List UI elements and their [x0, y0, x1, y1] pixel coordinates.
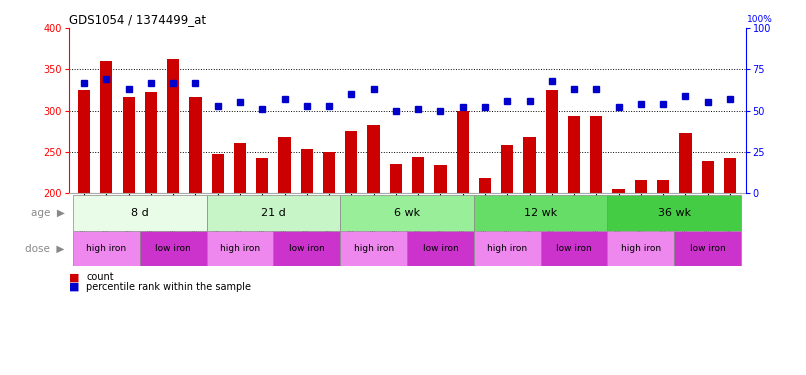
- Bar: [608, 195, 741, 231]
- Text: low iron: low iron: [690, 244, 725, 253]
- Bar: [724, 159, 736, 193]
- Text: 36 wk: 36 wk: [658, 208, 691, 218]
- Text: high iron: high iron: [354, 244, 393, 253]
- Bar: [541, 231, 608, 266]
- Bar: [546, 90, 558, 193]
- Bar: [412, 157, 424, 193]
- Bar: [474, 231, 541, 266]
- Text: 8 d: 8 d: [131, 208, 148, 218]
- Bar: [167, 60, 179, 193]
- Bar: [479, 178, 491, 193]
- Bar: [568, 116, 580, 193]
- Bar: [139, 231, 206, 266]
- Bar: [189, 97, 202, 193]
- Bar: [73, 195, 206, 231]
- Bar: [340, 231, 407, 266]
- Bar: [73, 231, 139, 266]
- Text: 100%: 100%: [747, 15, 773, 24]
- Bar: [701, 161, 714, 193]
- Text: 6 wk: 6 wk: [394, 208, 420, 218]
- Text: high iron: high iron: [220, 244, 260, 253]
- Bar: [434, 165, 447, 193]
- Bar: [590, 116, 602, 193]
- Text: low iron: low iron: [156, 244, 191, 253]
- Text: ■: ■: [69, 282, 79, 292]
- Bar: [390, 164, 402, 193]
- Bar: [256, 158, 268, 193]
- Bar: [340, 195, 474, 231]
- Bar: [368, 126, 380, 193]
- Bar: [635, 180, 647, 193]
- Bar: [456, 111, 469, 193]
- Text: low iron: low iron: [422, 244, 459, 253]
- Bar: [234, 143, 246, 193]
- Text: 12 wk: 12 wk: [524, 208, 557, 218]
- Text: percentile rank within the sample: percentile rank within the sample: [86, 282, 251, 292]
- Bar: [273, 231, 340, 266]
- Bar: [206, 195, 340, 231]
- Bar: [145, 92, 157, 193]
- Bar: [123, 97, 135, 193]
- Text: low iron: low iron: [289, 244, 325, 253]
- Bar: [679, 133, 692, 193]
- Text: high iron: high iron: [487, 244, 527, 253]
- Bar: [657, 180, 669, 193]
- Bar: [345, 131, 358, 193]
- Text: high iron: high iron: [621, 244, 661, 253]
- Text: high iron: high iron: [86, 244, 127, 253]
- Bar: [278, 137, 291, 193]
- Bar: [474, 195, 608, 231]
- Text: low iron: low iron: [556, 244, 592, 253]
- Bar: [206, 231, 273, 266]
- Bar: [212, 154, 224, 193]
- Bar: [675, 231, 741, 266]
- Text: 21 d: 21 d: [261, 208, 286, 218]
- Bar: [608, 231, 675, 266]
- Bar: [613, 189, 625, 193]
- Bar: [78, 90, 90, 193]
- Bar: [523, 137, 536, 193]
- Text: age  ▶: age ▶: [31, 208, 64, 218]
- Text: dose  ▶: dose ▶: [25, 243, 64, 254]
- Bar: [323, 152, 335, 193]
- Bar: [407, 231, 474, 266]
- Bar: [501, 145, 513, 193]
- Text: GDS1054 / 1374499_at: GDS1054 / 1374499_at: [69, 13, 206, 26]
- Text: count: count: [86, 273, 114, 282]
- Text: ■: ■: [69, 273, 79, 282]
- Bar: [301, 148, 313, 193]
- Bar: [100, 61, 113, 193]
